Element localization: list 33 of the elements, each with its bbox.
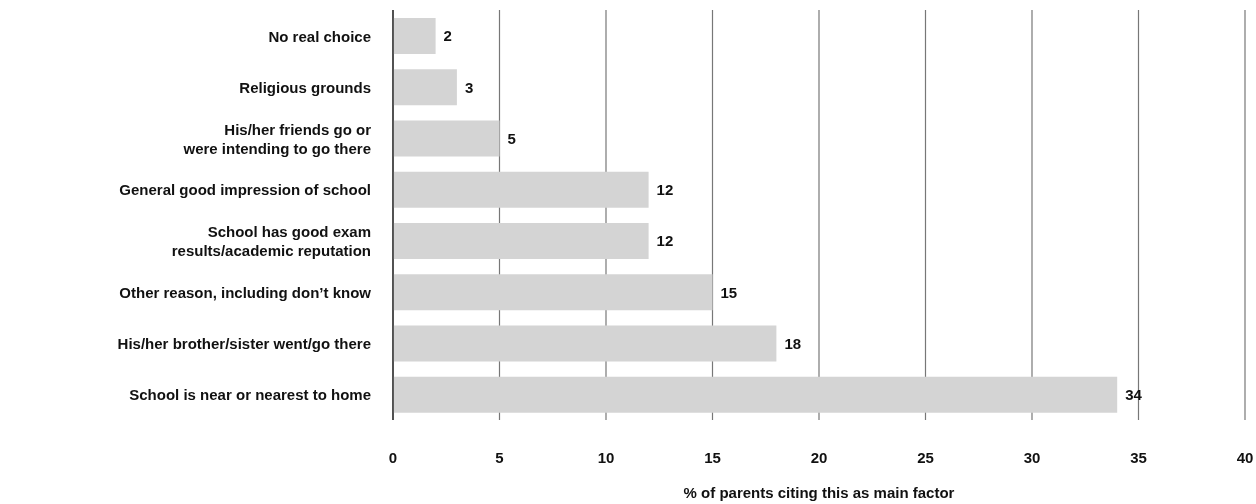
data-label: 15 (720, 283, 738, 301)
y-tick-label: No real choice (268, 27, 371, 45)
y-tick-label: Religious grounds (239, 78, 371, 96)
data-label: 2 (443, 27, 452, 45)
y-tick-label: Other reason, including don’t know (119, 283, 372, 301)
bar (393, 18, 436, 54)
bar (393, 69, 457, 106)
y-tick-label: School is near or nearest to home (129, 385, 371, 403)
bar (393, 171, 649, 208)
y-tick-label: His/her friends go or were intending to go there (182, 120, 372, 157)
bar (393, 223, 649, 259)
x-tick-label: 15 (704, 448, 721, 466)
data-label: 5 (507, 129, 516, 147)
x-tick-label: 20 (810, 448, 828, 466)
x-axis-title: % of parents citing this as main factor (683, 484, 955, 501)
x-tick-label: 0 (388, 448, 398, 466)
bar (393, 376, 1118, 413)
x-tick-label: 5 (495, 448, 504, 466)
y-tick-label: School has good exam results/academic reputation (171, 222, 371, 259)
bar (393, 274, 713, 311)
y-tick-label: His/her brother/sister went/go there (117, 334, 371, 352)
x-tick-label: 35 (1130, 448, 1147, 466)
data-label: 18 (784, 334, 802, 352)
x-tick-label: 40 (1236, 448, 1254, 466)
data-label: 3 (464, 78, 474, 96)
x-tick-label: 25 (917, 448, 934, 466)
data-label: 12 (656, 181, 674, 199)
bar (393, 325, 777, 362)
x-tick-label: 10 (597, 448, 615, 466)
x-tick-label: 30 (1023, 448, 1041, 466)
data-label: 12 (656, 232, 674, 250)
bar (393, 120, 500, 157)
y-tick-label: General good impression of school (119, 180, 371, 198)
